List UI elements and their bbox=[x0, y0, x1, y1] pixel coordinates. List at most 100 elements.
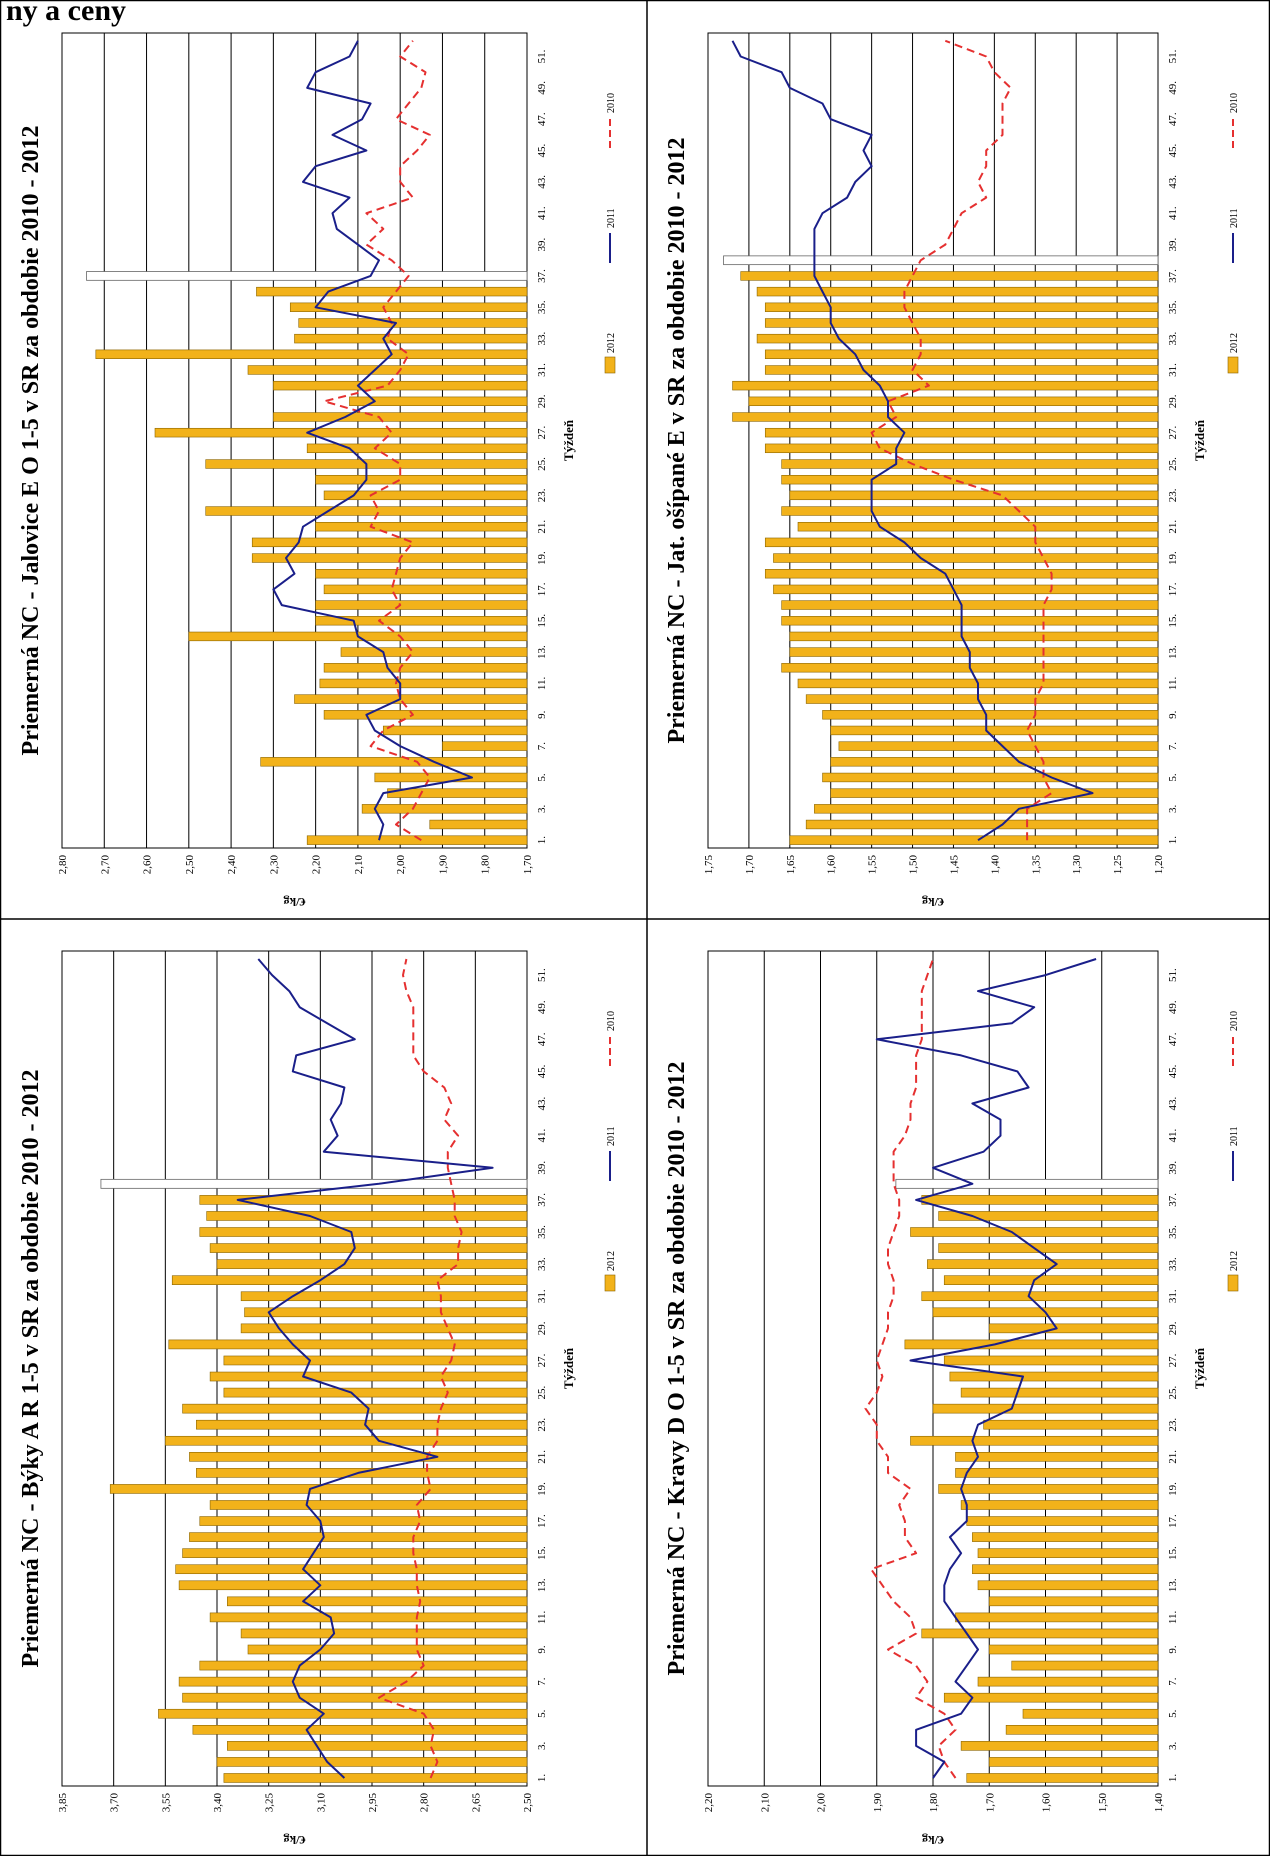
chart-0-xtick-label: 21. bbox=[536, 1450, 548, 1464]
chart-0-ytick-label: 2,65 bbox=[470, 1793, 482, 1813]
chart-3-bar bbox=[764, 318, 1159, 328]
chart-1-bar bbox=[904, 1339, 1159, 1350]
chart-0-xtick-label: 17. bbox=[536, 1514, 548, 1528]
chart-1-xtick-label: 41. bbox=[1167, 1129, 1179, 1143]
chart-1-xtick-label: 15. bbox=[1167, 1546, 1179, 1560]
chart-3-ytick-label: 1,20 bbox=[1153, 855, 1165, 875]
chart-0-xtick-label: 29. bbox=[536, 1321, 548, 1335]
chart-1-bar bbox=[955, 1452, 1159, 1462]
chart-0-xtick-label: 35. bbox=[536, 1225, 548, 1239]
chart-2-bar bbox=[306, 443, 528, 454]
chart-1-ytick-label: 1,90 bbox=[872, 1793, 884, 1813]
chart-3-bar bbox=[732, 380, 1159, 391]
chart-3-xtick-label: 27. bbox=[1167, 426, 1179, 440]
chart-0-bar bbox=[199, 1516, 528, 1526]
chart-0-ytick-label: 2,50 bbox=[522, 1793, 534, 1813]
chart-2-xtick-label: 13. bbox=[536, 645, 548, 659]
chart-2-ytick-label: 2,50 bbox=[184, 855, 196, 875]
chart-1-xtick-label: 1. bbox=[1167, 1774, 1179, 1783]
chart-2-xlabel: Týždeň bbox=[561, 419, 576, 461]
chart-panel-byky: Priemerná NC - Býky A R 1-5 v SR za obdo… bbox=[2, 920, 646, 1856]
chart-3-legend-swatch-2012 bbox=[1227, 356, 1239, 374]
chart-3-bar bbox=[805, 694, 1159, 704]
chart-1-ylabel: €/kg bbox=[922, 1833, 944, 1847]
chart-0-bar bbox=[199, 1195, 528, 1205]
chart-0-bar bbox=[216, 1757, 528, 1767]
chart-2-xtick-label: 21. bbox=[536, 520, 548, 534]
chart-0-bar bbox=[209, 1500, 528, 1510]
chart-1-bar bbox=[1005, 1725, 1159, 1735]
chart-2-ytick-label: 2,70 bbox=[99, 855, 111, 875]
chart-0-bar bbox=[216, 1259, 528, 1269]
chart-1-xtick-label: 3. bbox=[1167, 1741, 1179, 1750]
chart-0-xtick-label: 1. bbox=[536, 1774, 548, 1783]
chart-0-plot-frame bbox=[61, 950, 528, 1787]
chart-0-ytick-label: 2,80 bbox=[419, 1793, 431, 1813]
chart-1-bar bbox=[938, 1243, 1159, 1253]
chart-1-xtick-label: 39. bbox=[1167, 1161, 1179, 1175]
chart-3-legend-label-2011: 2011 bbox=[1229, 208, 1240, 228]
chart-3-bar bbox=[773, 553, 1159, 563]
chart-0-xtick-label: 43. bbox=[536, 1096, 548, 1110]
chart-2-xtick-label: 15. bbox=[536, 614, 548, 628]
chart-0-bar bbox=[192, 1725, 528, 1735]
chart-3-line-2011 bbox=[731, 40, 1094, 842]
chart-2-bar bbox=[340, 647, 528, 657]
chart-3-ytick-label: 1,75 bbox=[703, 855, 715, 875]
chart-1-ytick-label: 2,10 bbox=[759, 1793, 771, 1813]
chart-0-xtick-label: 45. bbox=[536, 1064, 548, 1078]
chart-0-xtick-label: 27. bbox=[536, 1353, 548, 1367]
chart-3-bar bbox=[781, 600, 1159, 610]
chart-3-xtick-label: 7. bbox=[1167, 742, 1179, 751]
chart-0-ytick-label: 2,95 bbox=[367, 1793, 379, 1813]
chart-3-xtick-label: 21. bbox=[1167, 520, 1179, 534]
chart-2-xtick-label: 9. bbox=[536, 710, 548, 719]
chart-2-bar bbox=[294, 694, 528, 704]
chart-1-bar bbox=[960, 1387, 1159, 1398]
chart-0-bar bbox=[171, 1275, 528, 1285]
chart-2-plot-frame bbox=[61, 32, 528, 849]
chart-0-bar bbox=[182, 1692, 528, 1703]
chart-2-xtick-label: 49. bbox=[536, 81, 548, 95]
chart-1-xtick-label: 23. bbox=[1167, 1418, 1179, 1432]
chart-0-bar bbox=[223, 1773, 528, 1783]
chart-1-line-2011 bbox=[875, 958, 1097, 1779]
chart-3-bar bbox=[822, 772, 1159, 783]
chart-3-bar bbox=[764, 443, 1159, 454]
chart-1-xtick-label: 25. bbox=[1167, 1385, 1179, 1399]
chart-1-bar bbox=[949, 1371, 1159, 1382]
chart-1-bar bbox=[972, 1564, 1159, 1575]
chart-0-ytick-label: 3,25 bbox=[264, 1793, 276, 1813]
chart-1-bar bbox=[943, 1355, 1159, 1366]
chart-panel-osipane: Priemerná NC - Jat. ošípané E v SR za ob… bbox=[648, 2, 1269, 918]
chart-1-bar bbox=[977, 1676, 1159, 1687]
chart-2-xtick-label: 7. bbox=[536, 742, 548, 751]
chart-3-xtick-label: 47. bbox=[1167, 112, 1179, 126]
chart-0-bar bbox=[168, 1339, 528, 1350]
chart-3-ytick-label: 1,35 bbox=[1030, 855, 1042, 875]
chart-2-xtick-label: 35. bbox=[536, 300, 548, 314]
chart-2-ylabel: €/kg bbox=[283, 895, 305, 909]
chart-3-bar bbox=[773, 584, 1159, 595]
chart-3-bar bbox=[781, 506, 1159, 516]
chart-2-bar bbox=[205, 506, 528, 516]
chart-0-bar bbox=[109, 1484, 528, 1494]
chart-1-bar bbox=[977, 1548, 1159, 1558]
chart-0-bar bbox=[182, 1403, 528, 1414]
chart-3-xtick-label: 25. bbox=[1167, 457, 1179, 471]
chart-0-bar bbox=[209, 1612, 528, 1623]
chart-3-bar bbox=[764, 365, 1159, 375]
chart-3-ytick-label: 1,40 bbox=[989, 855, 1001, 875]
chart-2-legend-label-2010: 2010 bbox=[606, 93, 617, 113]
chart-2-bar bbox=[256, 286, 528, 297]
chart-2-bar bbox=[315, 600, 528, 610]
chart-1-xtick-label: 29. bbox=[1167, 1321, 1179, 1335]
chart-2-xtick-label: 45. bbox=[536, 143, 548, 157]
chart-1-xtick-label: 51. bbox=[1167, 968, 1179, 982]
chart-1-bar bbox=[955, 1612, 1159, 1623]
chart-3-xtick-label: 19. bbox=[1167, 551, 1179, 565]
chart-3-xtick-label: 13. bbox=[1167, 645, 1179, 659]
chart-3-xtick-label: 39. bbox=[1167, 237, 1179, 251]
chart-3-xtick-label: 11. bbox=[1167, 677, 1179, 691]
chart-3-bar-empty bbox=[723, 255, 1159, 266]
